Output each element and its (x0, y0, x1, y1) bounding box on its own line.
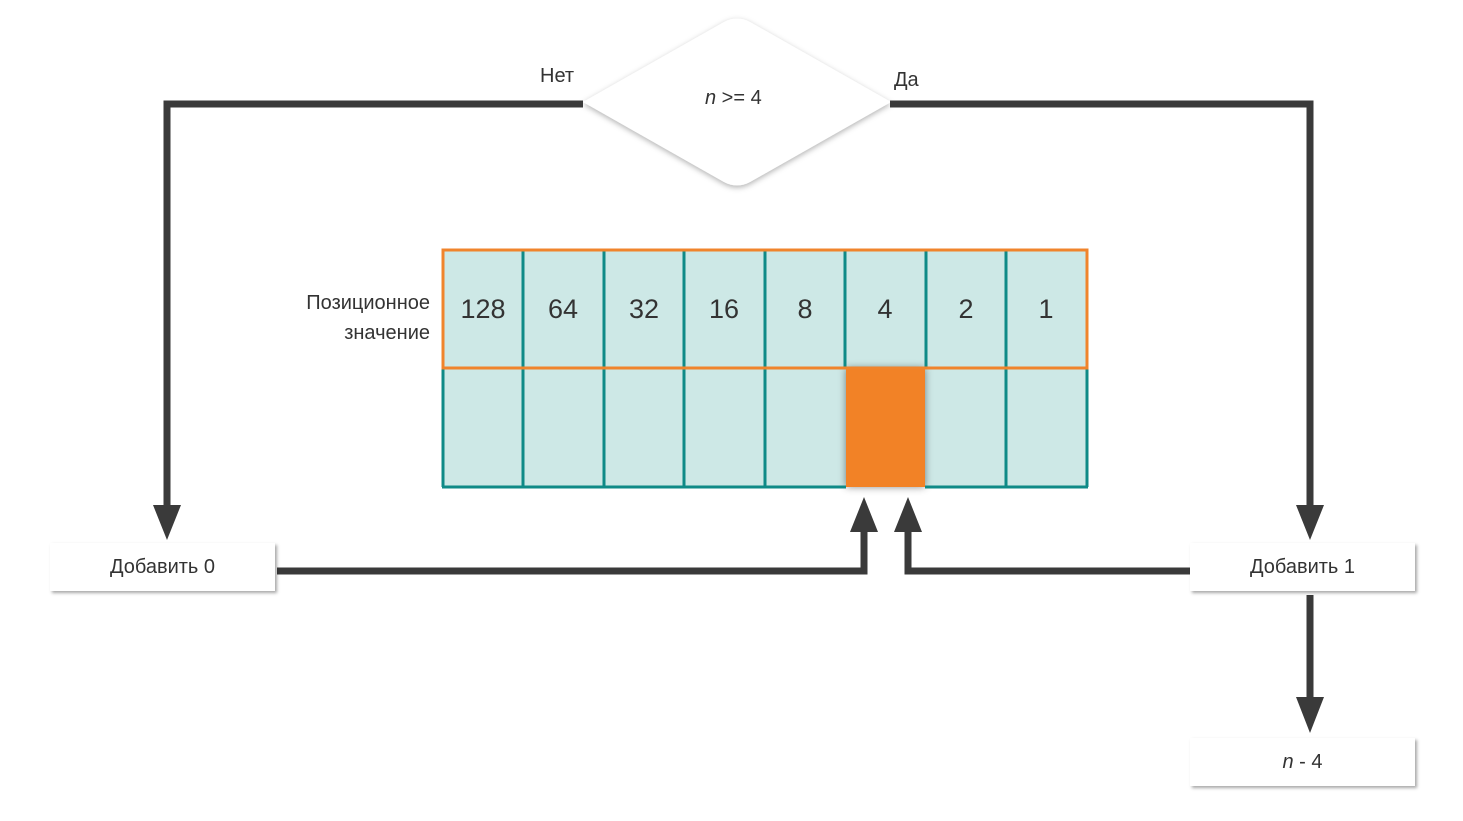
decision-condition: n >= 4 (705, 88, 762, 108)
add-zero-box: Добавить 0 (50, 543, 275, 591)
condition-variable: n (705, 87, 717, 109)
place-value-cell: 2 (958, 293, 974, 324)
place-value-cell: 16 (708, 293, 740, 324)
subtract-box: n - 4 (1190, 738, 1415, 786)
place-value-cell: 32 (628, 293, 660, 324)
yes-label: Да (894, 69, 919, 91)
place-value-cell: 1 (1038, 293, 1054, 324)
arrow-up-left-icon (850, 497, 878, 532)
place-value-cell: 4 (877, 293, 893, 324)
arrowheads (153, 497, 1324, 733)
condition-text: >= 4 (716, 87, 762, 109)
place-value-cell: 128 (460, 293, 506, 324)
arrow-down-left-icon (153, 505, 181, 540)
add-zero-text: Добавить 0 (109, 555, 216, 578)
subtract-text: n - 4 (1282, 751, 1322, 774)
arrow-down-bottom-icon (1296, 697, 1324, 733)
highlighted-bit-cell (846, 368, 925, 487)
arrow-down-right-icon (1296, 505, 1324, 540)
add-one-text: Добавить 1 (1249, 555, 1356, 578)
add-one-box: Добавить 1 (1190, 543, 1415, 591)
arrow-up-right-icon (894, 497, 922, 532)
decision-diamond (583, 18, 891, 186)
connectors (163, 100, 1314, 700)
row-label-line2: значение (344, 322, 430, 344)
subtract-rest: - 4 (1293, 750, 1323, 773)
yes-branch-line (890, 100, 1314, 505)
place-value-cell: 64 (547, 293, 579, 324)
subtract-variable: n (1282, 750, 1294, 773)
no-branch-line (163, 100, 583, 505)
place-value-table (441, 248, 1089, 489)
row-label: Позиционное значение (250, 288, 430, 348)
add-one-to-cell-line (904, 530, 1190, 575)
no-label: Нет (540, 65, 575, 87)
place-value-cell: 8 (797, 293, 813, 324)
add-zero-to-cell-line (277, 530, 868, 575)
row-label-line1: Позиционное (306, 292, 430, 314)
header-row-border (441, 248, 1089, 370)
